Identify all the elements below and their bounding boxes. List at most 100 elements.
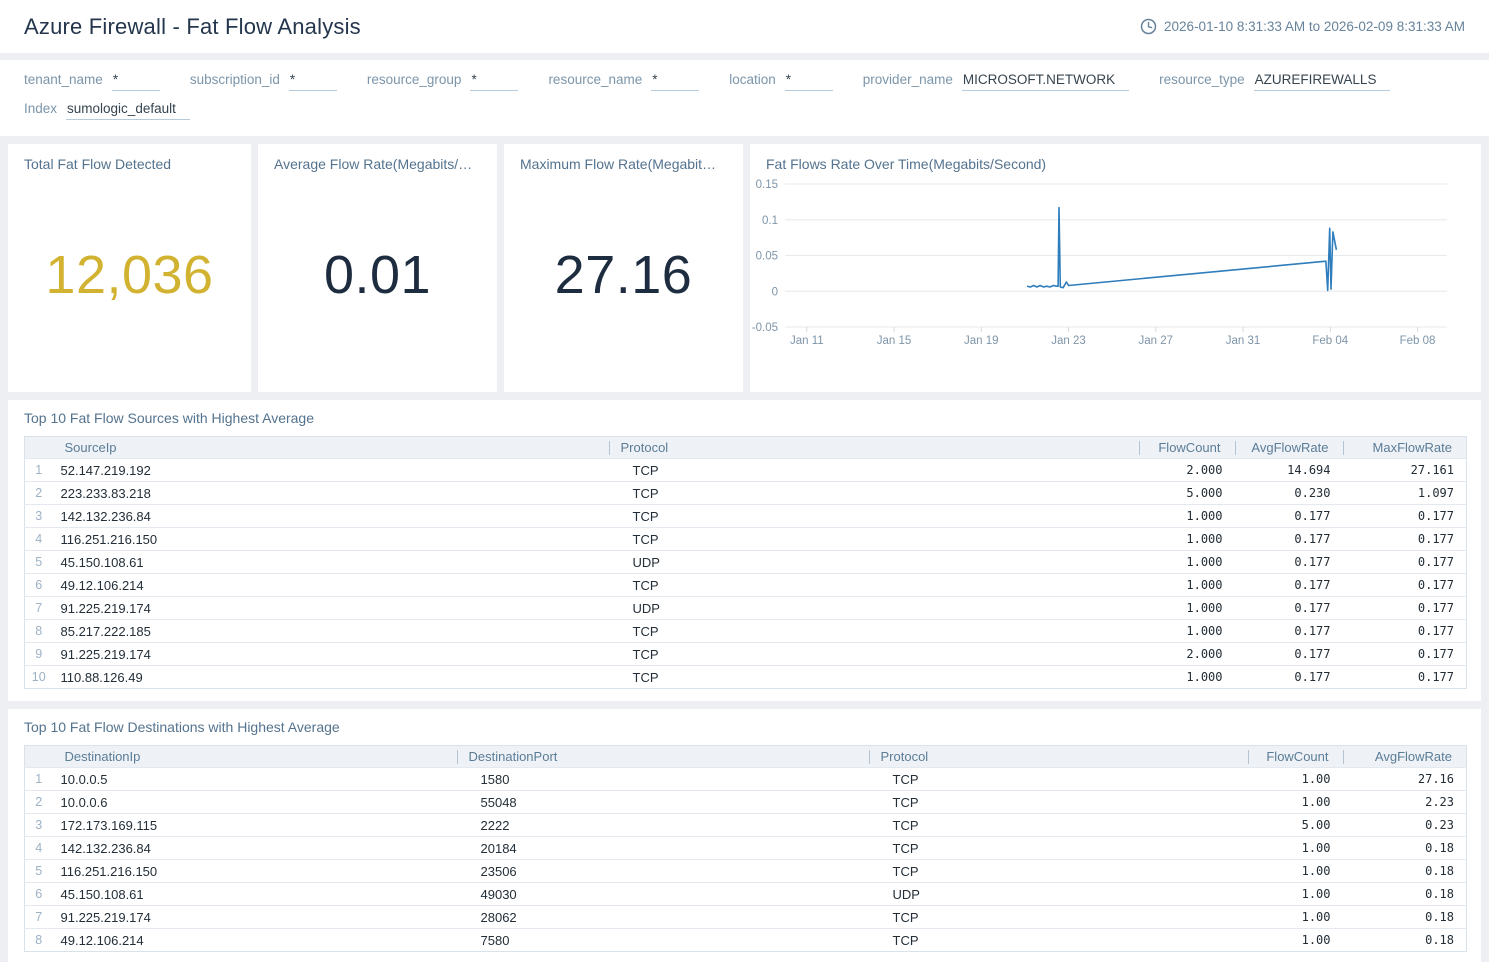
table-row: 10 110.88.126.49 TCP 1.000 0.177 0.177	[24, 665, 1467, 689]
filter-value-input[interactable]: *	[111, 72, 160, 91]
row-number: 1	[24, 458, 53, 482]
column-header-maxflowrate[interactable]: MaxFlowRate	[1342, 436, 1467, 459]
filter-value-input[interactable]: *	[470, 72, 519, 91]
filter-label: subscription_id	[189, 72, 280, 87]
cell-flowcount: 5.000	[1138, 481, 1235, 505]
kpi-title: Maximum Flow Rate(Megabit…	[520, 156, 717, 172]
filter-location[interactable]: location *	[729, 72, 833, 91]
cell-destinationip: 91.225.219.174	[52, 905, 457, 929]
table-title: Top 10 Fat Flow Destinations with Highes…	[24, 719, 340, 735]
svg-text:Jan 15: Jan 15	[877, 335, 912, 347]
cell-protocol: UDP	[608, 596, 1139, 620]
filter-label: Index	[24, 101, 58, 116]
table-row: 4 142.132.236.84 20184 TCP 1.00 0.18	[24, 836, 1467, 860]
table-row: 5 116.251.216.150 23506 TCP 1.00 0.18	[24, 859, 1467, 883]
row-number: 5	[24, 859, 53, 883]
filter-value-input[interactable]: *	[651, 72, 700, 91]
column-header-flowcount[interactable]: FlowCount	[1138, 436, 1235, 459]
row-number: 9	[24, 642, 53, 666]
cell-destinationip: 172.173.169.115	[52, 813, 457, 837]
filter-value-input[interactable]: *	[288, 72, 337, 91]
svg-text:Jan 27: Jan 27	[1139, 335, 1174, 347]
filter-resource_group[interactable]: resource_group *	[367, 72, 519, 91]
row-number: 3	[24, 813, 53, 837]
cell-protocol: TCP	[868, 928, 1248, 952]
cell-avgflowrate: 0.23	[1342, 813, 1467, 837]
filter-tenant_name[interactable]: tenant_name *	[24, 72, 160, 91]
cell-flowcount: 1.00	[1247, 882, 1343, 906]
row-number: 5	[24, 550, 53, 574]
cell-maxflowrate: 0.177	[1342, 665, 1467, 689]
table-row: 6 49.12.106.214 TCP 1.000 0.177 0.177	[24, 573, 1467, 597]
column-header-destinationip[interactable]: DestinationIp	[52, 745, 457, 768]
filter-value-input[interactable]: MICROSOFT.NETWORK	[961, 72, 1130, 91]
column-header-destinationport[interactable]: DestinationPort	[456, 745, 869, 768]
cell-sourceip: 52.147.219.192	[52, 458, 609, 482]
row-number: 6	[24, 882, 53, 906]
filter-label: resource_type	[1159, 72, 1245, 87]
cell-avgflowrate: 0.177	[1234, 527, 1343, 551]
flow-rate-chart-panel: Fat Flows Rate Over Time(Megabits/Second…	[750, 144, 1481, 392]
column-header-avgflowrate[interactable]: AvgFlowRate	[1342, 745, 1467, 768]
filter-value-input[interactable]: AZUREFIREWALLS	[1253, 72, 1391, 91]
cell-maxflowrate: 0.177	[1342, 596, 1467, 620]
cell-avgflowrate: 27.16	[1342, 767, 1467, 791]
filter-label: tenant_name	[24, 72, 103, 87]
cell-destinationport: 20184	[456, 836, 869, 860]
fat-flow-destinations-panel: Top 10 Fat Flow Destinations with Highes…	[8, 709, 1481, 962]
cell-protocol: TCP	[868, 790, 1248, 814]
kpi-value: 12,036	[45, 245, 214, 305]
kpi-card-maximum-flow-rate: Maximum Flow Rate(Megabit… 27.16	[504, 144, 743, 392]
cell-destinationip: 116.251.216.150	[52, 859, 457, 883]
time-range-control[interactable]: 2026-01-10 8:31:33 AM to 2026-02-09 8:31…	[1140, 18, 1465, 35]
kpi-card-total-fat-flow: Total Fat Flow Detected 12,036	[8, 144, 251, 392]
column-header-protocol[interactable]: Protocol	[608, 436, 1139, 459]
filter-label: resource_name	[548, 72, 643, 87]
cell-maxflowrate: 0.177	[1342, 527, 1467, 551]
column-header-protocol[interactable]: Protocol	[868, 745, 1248, 768]
filter-resource_name[interactable]: resource_name *	[548, 72, 700, 91]
cell-avgflowrate: 0.18	[1342, 859, 1467, 883]
svg-text:0.05: 0.05	[756, 251, 778, 263]
cell-maxflowrate: 0.177	[1342, 619, 1467, 643]
column-header-flowcount[interactable]: FlowCount	[1247, 745, 1343, 768]
filter-value-input[interactable]: sumologic_default	[66, 101, 190, 120]
filter-value-input[interactable]: *	[784, 72, 833, 91]
cell-avgflowrate: 0.18	[1342, 905, 1467, 929]
table-row: 5 45.150.108.61 UDP 1.000 0.177 0.177	[24, 550, 1467, 574]
svg-text:0.15: 0.15	[756, 179, 778, 191]
cell-protocol: TCP	[868, 859, 1248, 883]
cell-flowcount: 1.00	[1247, 767, 1343, 791]
data-table: SourceIp Protocol FlowCount AvgFlowRate MaxF…	[24, 436, 1467, 689]
cell-sourceip: 110.88.126.49	[52, 665, 609, 689]
filter-provider_name[interactable]: provider_name MICROSOFT.NETWORK	[863, 72, 1130, 91]
cell-protocol: TCP	[608, 458, 1139, 482]
column-header-sourceip[interactable]: SourceIp	[52, 436, 609, 459]
svg-text:0: 0	[772, 286, 778, 298]
cell-avgflowrate: 0.18	[1342, 882, 1467, 906]
cell-protocol: TCP	[608, 665, 1139, 689]
cell-avgflowrate: 0.177	[1234, 596, 1343, 620]
filter-subscription_id[interactable]: subscription_id *	[190, 72, 337, 91]
cell-avgflowrate: 14.694	[1234, 458, 1343, 482]
cell-destinationip: 10.0.0.6	[52, 790, 457, 814]
cell-destinationip: 142.132.236.84	[52, 836, 457, 860]
row-number: 2	[24, 790, 53, 814]
cell-protocol: TCP	[868, 813, 1248, 837]
table-row: 1 10.0.0.5 1580 TCP 1.00 27.16	[24, 767, 1467, 791]
kpi-value: 27.16	[554, 245, 693, 305]
svg-text:Jan 23: Jan 23	[1051, 335, 1086, 347]
cell-avgflowrate: 0.177	[1234, 642, 1343, 666]
cell-protocol: TCP	[608, 481, 1139, 505]
filter-resource_type[interactable]: resource_type AZUREFIREWALLS	[1159, 72, 1391, 91]
filter-index[interactable]: Index sumologic_default	[24, 101, 190, 120]
cell-maxflowrate: 0.177	[1342, 573, 1467, 597]
cell-flowcount: 1.000	[1138, 573, 1235, 597]
cell-flowcount: 1.000	[1138, 596, 1235, 620]
flow-rate-line-chart: -0.05 0 0.05 0.1 0.15 Jan 11 Jan 15 Jan 19 Jan 2…	[752, 179, 1447, 347]
filter-label: location	[729, 72, 776, 87]
column-header-avgflowrate[interactable]: AvgFlowRate	[1234, 436, 1343, 459]
svg-text:Feb 08: Feb 08	[1400, 335, 1436, 347]
table-title: Top 10 Fat Flow Sources with Highest Ave…	[24, 410, 315, 426]
cell-sourceip: 85.217.222.185	[52, 619, 609, 643]
